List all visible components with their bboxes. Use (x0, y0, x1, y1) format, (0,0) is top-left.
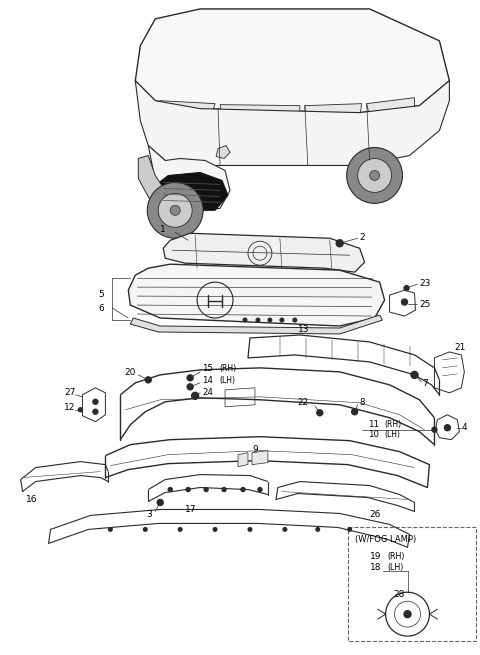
Circle shape (316, 528, 320, 531)
Text: 22: 22 (298, 398, 309, 407)
Polygon shape (367, 98, 415, 117)
Circle shape (78, 408, 83, 412)
Polygon shape (305, 103, 361, 121)
Text: 27: 27 (64, 388, 75, 398)
Circle shape (411, 371, 418, 379)
Circle shape (283, 528, 287, 531)
Text: 9: 9 (252, 445, 258, 454)
Circle shape (192, 392, 199, 400)
Circle shape (352, 409, 358, 415)
Circle shape (157, 500, 163, 506)
Circle shape (402, 299, 408, 305)
Text: 4: 4 (461, 423, 467, 432)
Text: 26: 26 (370, 510, 381, 519)
Circle shape (404, 610, 411, 618)
Circle shape (187, 384, 193, 390)
Circle shape (187, 375, 193, 381)
Circle shape (444, 424, 450, 431)
Circle shape (186, 487, 190, 491)
Text: 25: 25 (420, 299, 431, 309)
Circle shape (256, 318, 260, 322)
Text: (RH): (RH) (219, 364, 236, 373)
Text: 24: 24 (202, 388, 213, 398)
Circle shape (93, 409, 98, 414)
Circle shape (358, 159, 392, 193)
Circle shape (258, 487, 262, 491)
Text: 28: 28 (394, 590, 405, 599)
Polygon shape (163, 233, 365, 272)
Polygon shape (220, 105, 300, 121)
Text: 18: 18 (370, 563, 381, 572)
Text: 13: 13 (298, 326, 309, 335)
Text: (LH): (LH) (384, 430, 401, 440)
Polygon shape (148, 145, 230, 210)
Polygon shape (135, 9, 449, 113)
Polygon shape (238, 453, 248, 466)
Polygon shape (135, 81, 449, 166)
Polygon shape (128, 264, 384, 326)
Polygon shape (138, 155, 185, 210)
Circle shape (222, 487, 226, 491)
Text: 8: 8 (360, 398, 365, 407)
Text: (RH): (RH) (384, 421, 402, 429)
Polygon shape (160, 101, 215, 119)
Text: 6: 6 (99, 303, 104, 312)
Circle shape (243, 318, 247, 322)
Circle shape (293, 318, 297, 322)
Circle shape (347, 147, 403, 203)
Polygon shape (216, 145, 230, 159)
Text: 12: 12 (64, 403, 75, 412)
Text: 23: 23 (420, 278, 431, 288)
Circle shape (241, 487, 245, 491)
Circle shape (432, 427, 437, 432)
Text: (LH): (LH) (219, 377, 235, 385)
Text: 16: 16 (25, 495, 37, 504)
Circle shape (168, 487, 172, 491)
Circle shape (336, 240, 343, 247)
Text: 10: 10 (368, 430, 379, 440)
Circle shape (170, 206, 180, 215)
Text: 19: 19 (370, 552, 381, 561)
Circle shape (317, 410, 323, 416)
Circle shape (348, 528, 351, 531)
Text: (RH): (RH) (387, 552, 405, 561)
Polygon shape (155, 172, 228, 210)
Circle shape (204, 487, 208, 491)
Text: 15: 15 (202, 364, 213, 373)
Text: 7: 7 (422, 379, 428, 388)
Circle shape (213, 528, 217, 531)
Circle shape (370, 170, 380, 180)
Text: 17: 17 (185, 505, 197, 514)
Circle shape (93, 400, 98, 404)
Circle shape (179, 528, 182, 531)
Text: 5: 5 (99, 290, 104, 299)
Circle shape (144, 528, 147, 531)
Polygon shape (130, 315, 383, 334)
Text: (W/FOG LAMP): (W/FOG LAMP) (355, 535, 416, 544)
Circle shape (145, 377, 151, 383)
Text: 1: 1 (159, 225, 165, 234)
Circle shape (147, 183, 203, 238)
Circle shape (158, 193, 192, 227)
Text: 21: 21 (455, 343, 466, 352)
Circle shape (248, 528, 252, 531)
Polygon shape (252, 451, 268, 464)
Text: (LH): (LH) (387, 563, 404, 572)
Text: 20: 20 (124, 368, 135, 377)
Text: 3: 3 (146, 510, 152, 519)
Circle shape (268, 318, 272, 322)
Text: 14: 14 (202, 377, 213, 385)
Text: 11: 11 (368, 421, 379, 429)
Circle shape (108, 528, 112, 531)
Text: 2: 2 (360, 233, 365, 242)
Circle shape (404, 286, 409, 291)
Circle shape (280, 318, 284, 322)
